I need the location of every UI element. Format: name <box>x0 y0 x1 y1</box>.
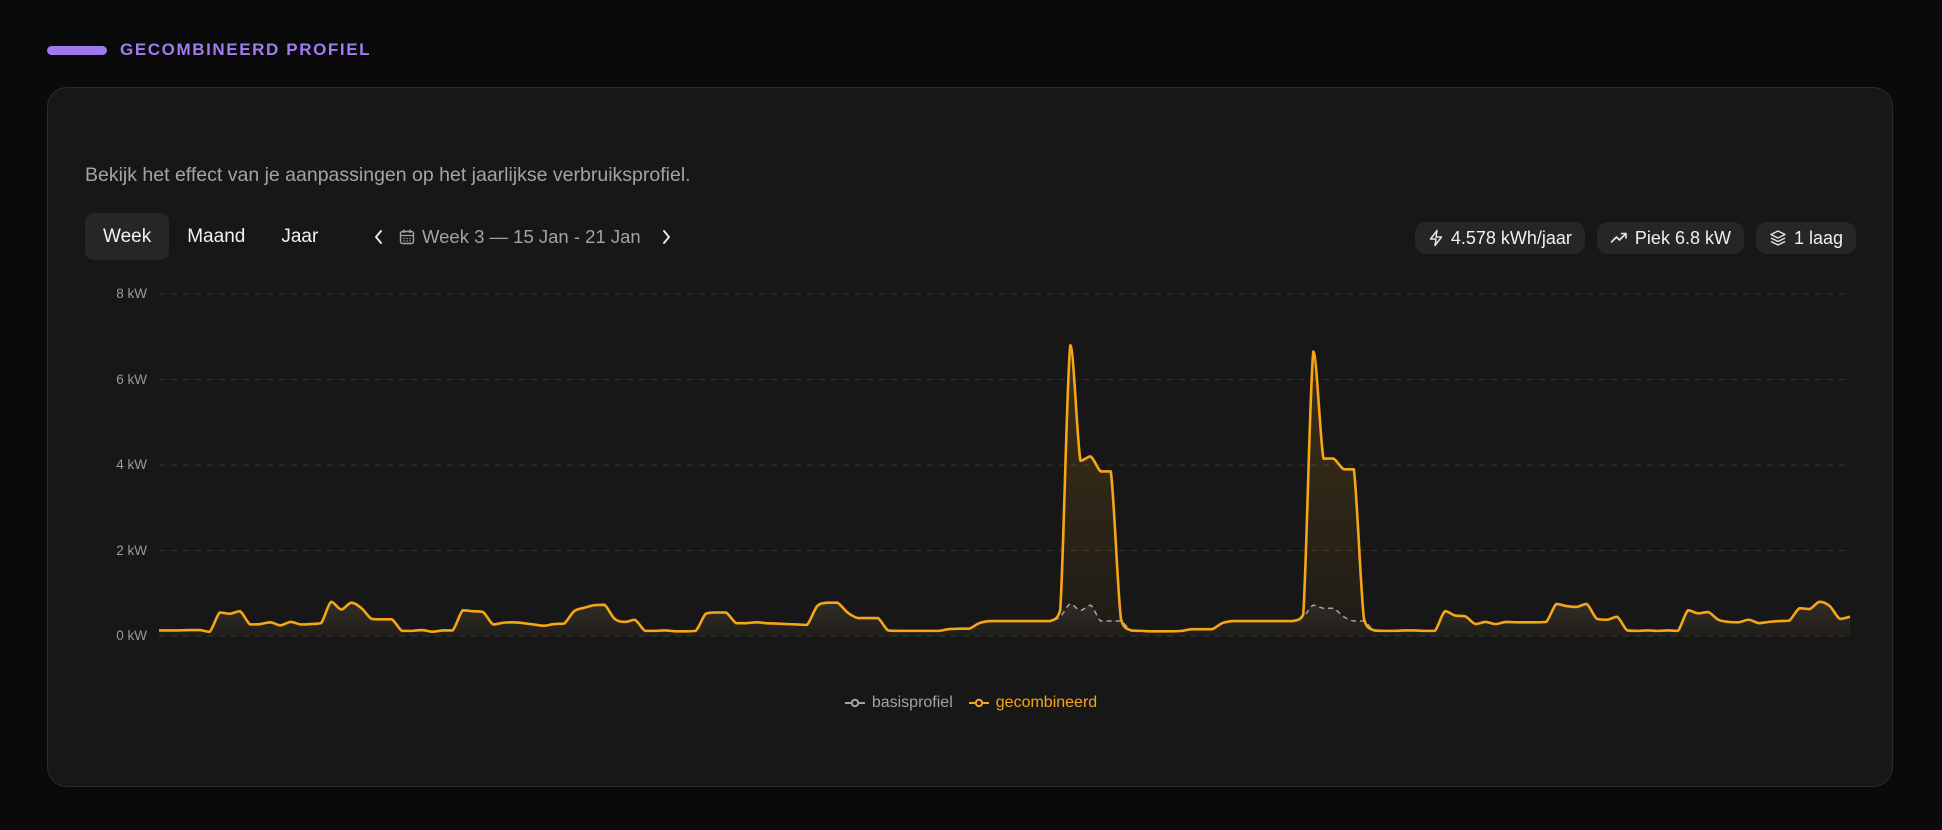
chevron-left-icon[interactable] <box>366 224 392 250</box>
date-range-label[interactable]: Week 3 — 15 Jan - 21 Jan <box>422 225 641 247</box>
y-tick-label: 4 kW <box>116 457 147 472</box>
legend-label: gecombineerd <box>995 694 1098 711</box>
peak-value: Piek 6.8 kW <box>1634 227 1731 248</box>
tab-jaar[interactable]: Jaar <box>281 226 319 247</box>
annual-consumption-value: 4.578 kWh/jaar <box>1450 227 1572 248</box>
legend-item-gecombineerd[interactable]: gecombineerd <box>968 694 1098 712</box>
chart-legend: basisprofiel gecombineerd <box>48 694 1894 712</box>
card-subtitle: Bekijk het effect van je aanpassingen op… <box>85 164 691 186</box>
period-navigator: Week 3 — 15 Jan - 21 Jan <box>366 213 679 260</box>
y-tick-label: 2 kW <box>116 542 147 558</box>
legend-label: basisprofiel <box>871 694 953 711</box>
layers-icon <box>1769 229 1787 247</box>
section-header: GECOMBINEERD PROFIEL <box>47 40 371 60</box>
peak-badge: Piek 6.8 kW <box>1596 222 1744 254</box>
annual-consumption-badge: 4.578 kWh/jaar <box>1414 222 1585 254</box>
tab-week[interactable]: Week <box>85 213 170 260</box>
combined-profile-card: Bekijk het effect van je aanpassingen op… <box>47 87 1893 787</box>
series-area-basisprofiel <box>159 601 1850 636</box>
layers-value: 1 laag <box>1793 227 1843 248</box>
section-accent-bar <box>47 45 107 55</box>
zap-icon <box>1428 229 1444 247</box>
stat-badges: 4.578 kWh/jaar Piek 6.8 kW 1 laag <box>1414 222 1856 254</box>
y-tick-label: 8 kW <box>116 286 147 301</box>
calendar-icon <box>398 228 416 246</box>
legend-marker-icon <box>844 698 865 708</box>
y-tick-label: 0 kW <box>116 628 147 643</box>
series-area-gecombineerd <box>159 345 1850 636</box>
y-tick-label: 6 kW <box>116 371 147 387</box>
legend-marker-icon <box>968 698 989 708</box>
series-line-gecombineerd <box>159 344 1851 634</box>
tab-maand[interactable]: Maand <box>187 226 246 247</box>
legend-item-basisprofiel[interactable]: basisprofiel <box>844 694 953 712</box>
profile-chart <box>159 293 1851 637</box>
layers-badge: 1 laag <box>1755 222 1856 254</box>
period-tabs: Week Maand Jaar <box>85 213 336 260</box>
chevron-right-icon[interactable] <box>653 224 679 250</box>
trending-up-icon <box>1610 231 1628 245</box>
section-title: GECOMBINEERD PROFIEL <box>120 40 372 59</box>
